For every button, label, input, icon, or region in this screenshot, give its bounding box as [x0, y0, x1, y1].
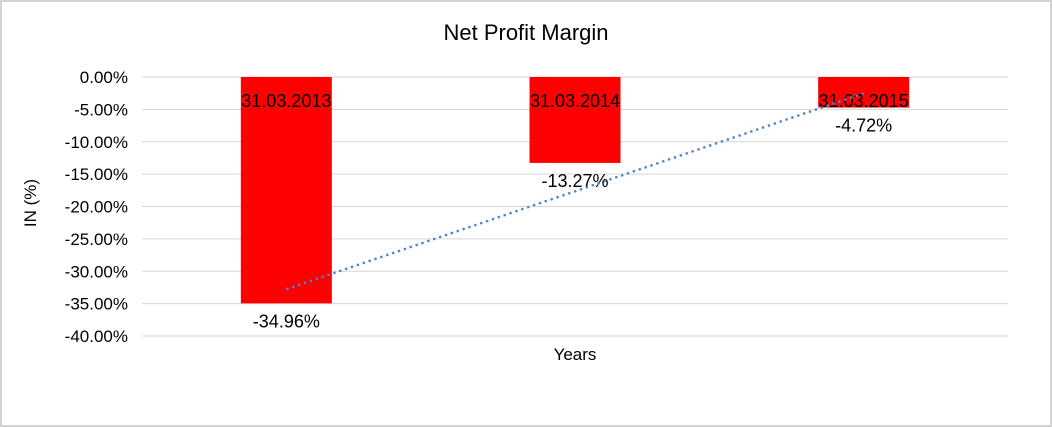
- bar-category-label: 31.03.2015: [819, 91, 909, 111]
- chart-title: Net Profit Margin: [443, 20, 609, 45]
- bar-value-label: -34.96%: [253, 311, 320, 331]
- bar-value-label: -13.27%: [541, 171, 608, 191]
- bar-value-label: -4.72%: [835, 116, 892, 136]
- trendline: [285, 92, 865, 291]
- bar-category-label: 31.03.2013: [241, 91, 331, 111]
- bar: [529, 77, 621, 163]
- y-tick-label: -35.00%: [65, 295, 128, 314]
- x-axis-title: Years: [553, 345, 597, 364]
- y-tick-label: -30.00%: [65, 262, 128, 281]
- y-tick-label: -15.00%: [65, 165, 128, 184]
- y-tick-label: 0.00%: [80, 68, 128, 87]
- bar-category-label: 31.03.2014: [530, 91, 620, 111]
- y-tick-label: -5.00%: [74, 100, 128, 119]
- y-tick-label: -40.00%: [65, 327, 128, 346]
- y-tick-label: -20.00%: [65, 198, 128, 217]
- y-tick-label: -10.00%: [65, 133, 128, 152]
- y-tick-label: -25.00%: [65, 230, 128, 249]
- bar: [240, 77, 332, 304]
